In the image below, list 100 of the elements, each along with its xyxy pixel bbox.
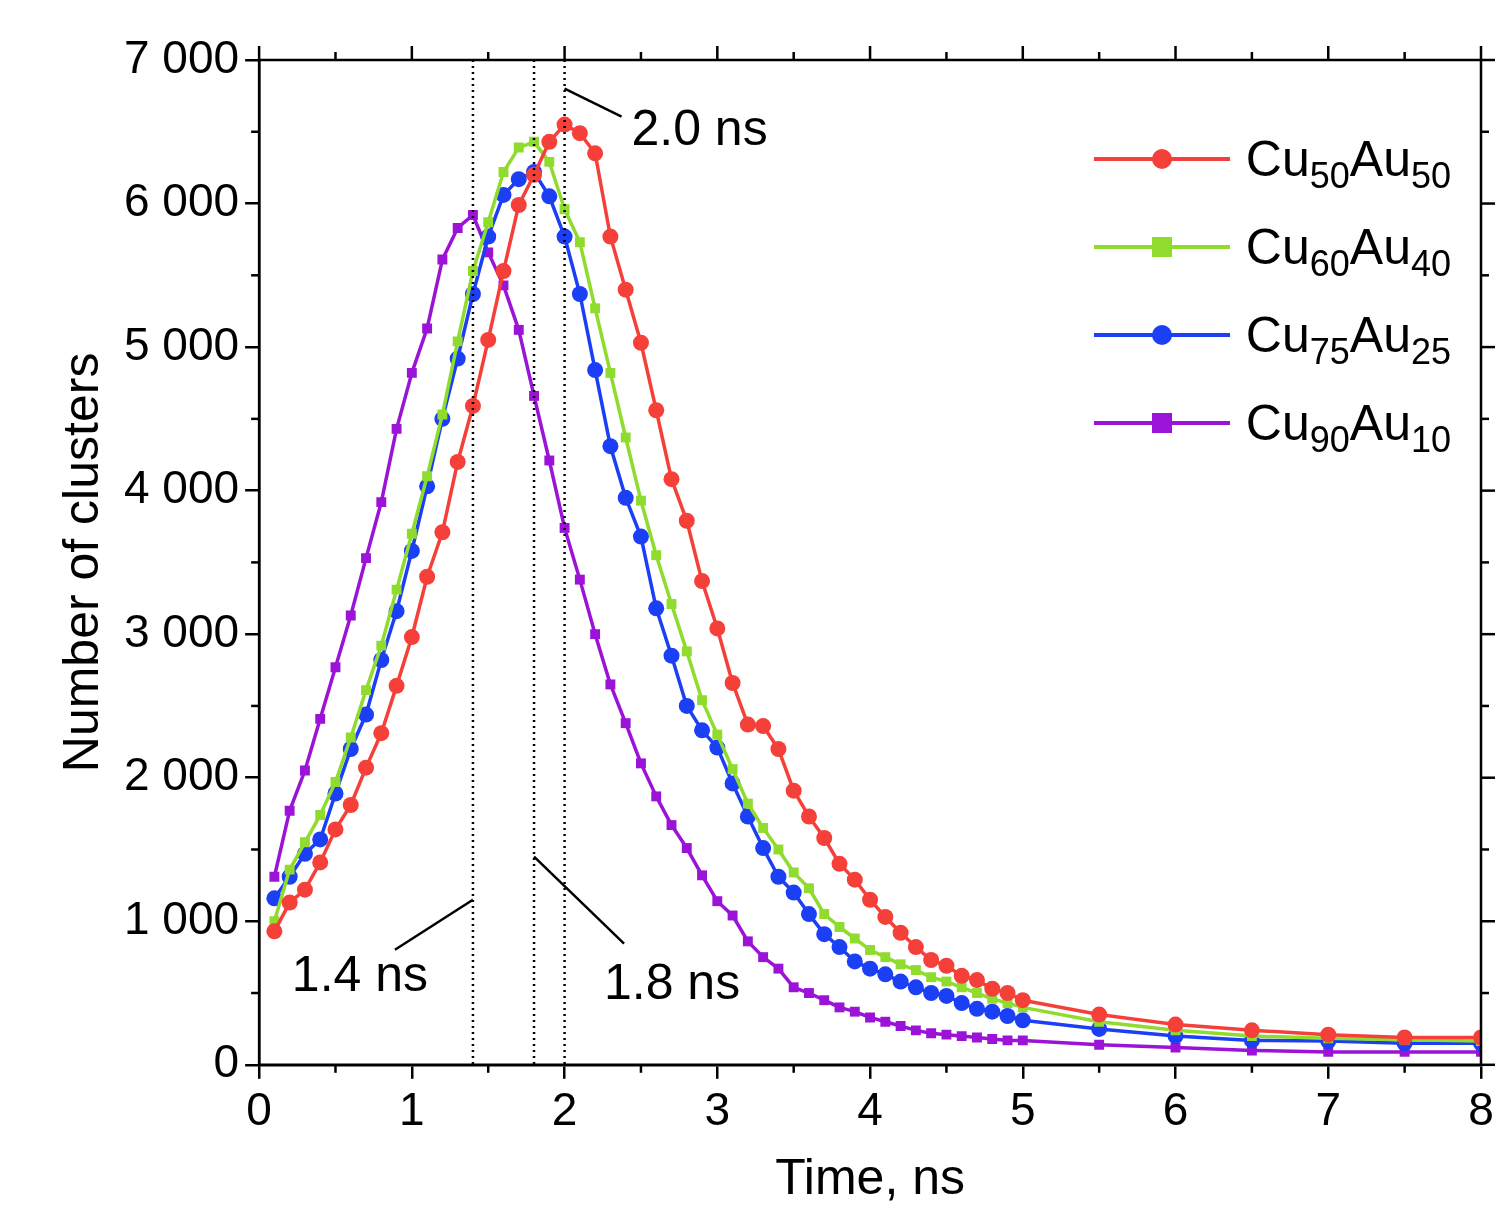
point xyxy=(269,871,280,882)
point xyxy=(910,1025,921,1036)
point xyxy=(972,1032,982,1043)
y-tick-label: 5 000 xyxy=(123,317,240,370)
point xyxy=(785,884,802,901)
point xyxy=(880,952,891,963)
point xyxy=(590,303,601,314)
point xyxy=(284,805,295,816)
point xyxy=(1014,992,1031,1009)
point xyxy=(544,156,555,167)
point xyxy=(419,568,436,585)
point xyxy=(403,629,420,646)
point xyxy=(1091,1006,1108,1023)
point xyxy=(510,196,527,213)
point xyxy=(480,331,497,348)
point xyxy=(266,923,283,940)
point xyxy=(953,967,970,984)
annotation: 2.0 ns xyxy=(631,100,768,157)
x-tick-label: 6 xyxy=(1162,1083,1189,1136)
point xyxy=(712,729,723,740)
point xyxy=(376,497,387,508)
point xyxy=(816,926,833,943)
point xyxy=(437,254,448,265)
point xyxy=(361,553,371,564)
point xyxy=(1014,1012,1031,1029)
point xyxy=(697,695,707,706)
point xyxy=(681,843,692,853)
point xyxy=(755,840,772,857)
point xyxy=(556,228,573,245)
point xyxy=(907,939,924,956)
point xyxy=(388,677,405,694)
point xyxy=(636,495,646,506)
point xyxy=(926,972,937,983)
point xyxy=(956,1031,967,1042)
point xyxy=(773,963,784,974)
point xyxy=(315,713,326,724)
y-axis-title: Number of clusters xyxy=(52,352,109,773)
point xyxy=(770,868,787,885)
point xyxy=(529,390,539,401)
point xyxy=(819,995,830,1006)
point xyxy=(663,647,680,664)
legend-label: Cu$_{75}$Au$_{25}$ xyxy=(1245,306,1451,374)
point xyxy=(620,432,631,443)
point xyxy=(862,960,879,977)
point xyxy=(834,922,845,932)
point xyxy=(648,402,665,419)
point xyxy=(312,831,329,848)
point xyxy=(923,985,940,1002)
point xyxy=(666,599,677,609)
point xyxy=(941,1029,952,1040)
point xyxy=(865,1012,876,1023)
point xyxy=(1017,1035,1028,1046)
point xyxy=(296,881,313,898)
point xyxy=(831,939,848,956)
legend-label: Cu$_{60}$Au$_{40}$ xyxy=(1245,218,1451,286)
point xyxy=(941,976,952,987)
x-tick-label: 8 xyxy=(1468,1083,1494,1136)
point xyxy=(727,764,738,775)
x-tick-label: 1 xyxy=(399,1083,425,1136)
point xyxy=(739,716,756,733)
point xyxy=(849,933,860,944)
point xyxy=(1094,1039,1105,1050)
point xyxy=(315,810,326,820)
point xyxy=(571,125,588,142)
point xyxy=(999,1007,1016,1024)
point xyxy=(587,362,604,379)
point xyxy=(953,995,970,1012)
point xyxy=(895,1021,906,1031)
point xyxy=(697,870,707,881)
point xyxy=(755,718,772,735)
point xyxy=(910,965,921,976)
y-tick-label: 2 000 xyxy=(123,748,240,801)
y-tick-label: 6 000 xyxy=(123,174,240,227)
annotation: 1.8 ns xyxy=(603,954,741,1011)
point xyxy=(1396,1029,1413,1046)
point xyxy=(571,285,588,302)
point xyxy=(452,336,463,347)
y-tick-label: 7 000 xyxy=(123,30,240,83)
point xyxy=(770,741,787,758)
x-axis-title: Time, ns xyxy=(775,1148,965,1205)
point xyxy=(327,821,344,838)
point xyxy=(724,674,741,691)
point xyxy=(984,980,1001,997)
point xyxy=(742,798,753,809)
point xyxy=(800,906,817,923)
point xyxy=(788,867,799,878)
point xyxy=(617,489,634,506)
point xyxy=(1320,1026,1337,1043)
point xyxy=(541,188,558,205)
point xyxy=(907,979,924,996)
point xyxy=(804,883,814,894)
y-tick-label: 0 xyxy=(213,1035,240,1088)
point xyxy=(299,837,310,848)
point xyxy=(880,1016,891,1027)
point xyxy=(529,136,539,147)
point xyxy=(709,620,726,637)
point xyxy=(758,823,769,833)
point xyxy=(620,718,631,729)
point xyxy=(510,171,527,188)
point xyxy=(987,1034,998,1044)
